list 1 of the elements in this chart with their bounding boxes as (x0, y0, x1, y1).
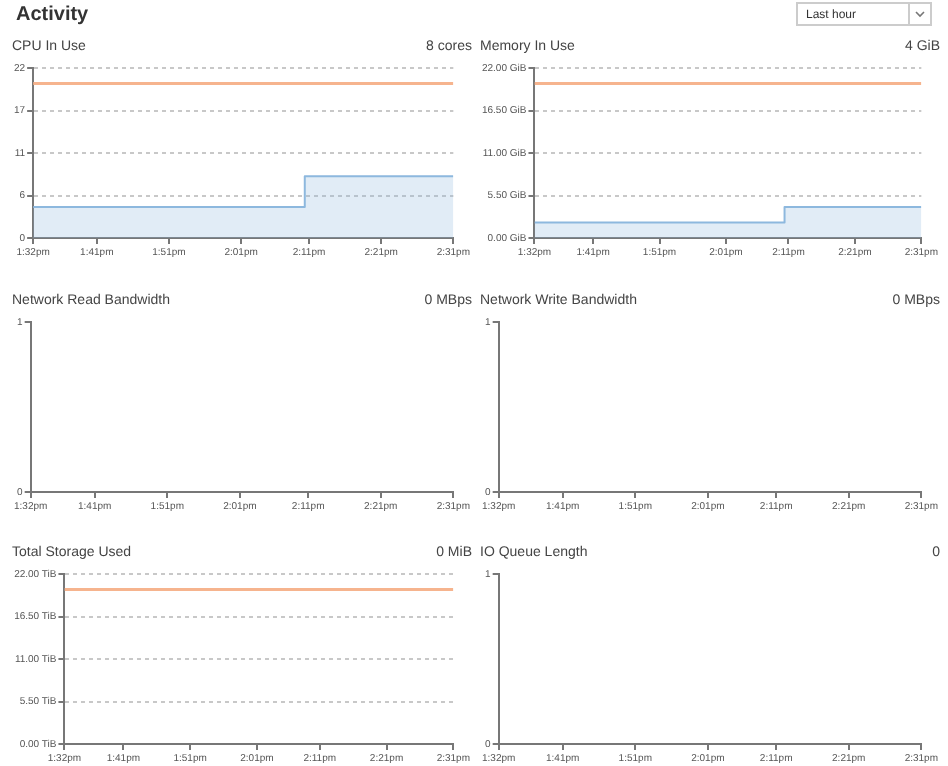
text: Activity (16, 4, 89, 26)
